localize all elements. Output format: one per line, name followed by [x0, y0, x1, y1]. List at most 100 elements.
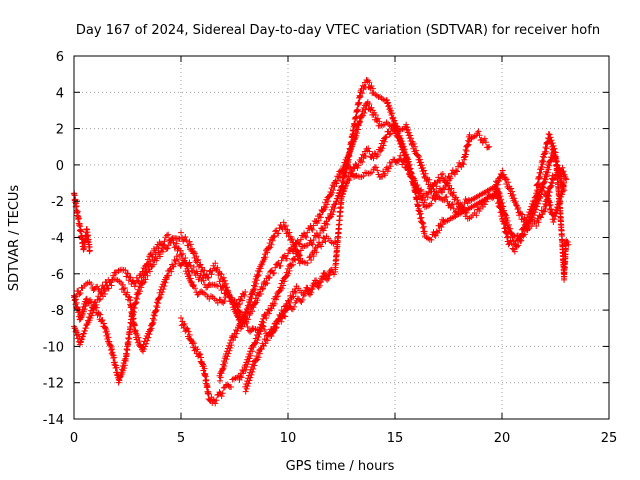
data-point — [296, 252, 303, 259]
data-point — [423, 178, 430, 185]
data-point — [454, 212, 461, 219]
data-point — [317, 230, 324, 237]
data-point — [540, 158, 547, 165]
data-point — [183, 237, 190, 244]
data-point — [419, 219, 426, 226]
data-point — [234, 304, 241, 311]
data-point — [333, 180, 340, 187]
data-point — [89, 309, 96, 316]
data-point — [198, 354, 205, 361]
data-point — [108, 282, 115, 289]
data-point — [121, 365, 128, 372]
data-point — [135, 334, 142, 341]
data-point — [383, 133, 390, 140]
data-point — [536, 173, 543, 180]
data-point — [498, 196, 505, 203]
data-point — [262, 340, 269, 347]
data-point — [289, 235, 296, 242]
data-point — [182, 260, 189, 267]
data-point — [233, 330, 240, 337]
data-point — [281, 313, 288, 320]
data-point — [373, 164, 380, 171]
data-point — [181, 320, 188, 327]
data-point — [523, 219, 530, 226]
data-point — [401, 157, 408, 164]
data-point — [189, 245, 196, 252]
data-point — [125, 293, 132, 300]
data-point — [292, 289, 299, 296]
data-point — [511, 241, 518, 248]
data-point — [417, 210, 424, 217]
data-point — [309, 241, 316, 248]
data-point — [533, 222, 540, 229]
data-point — [476, 132, 483, 139]
data-point — [88, 312, 95, 319]
data-point — [528, 208, 535, 215]
data-point — [86, 247, 93, 254]
data-point — [523, 221, 530, 228]
data-point — [546, 131, 553, 138]
data-point — [160, 286, 167, 293]
data-point — [324, 276, 331, 283]
data-point — [374, 167, 381, 174]
plot-series — [71, 76, 572, 407]
data-point — [144, 272, 151, 279]
data-point — [281, 278, 288, 285]
data-point — [308, 256, 315, 263]
data-point — [500, 171, 507, 178]
data-point — [500, 203, 507, 210]
data-point — [228, 342, 235, 349]
data-point — [140, 280, 147, 287]
data-point — [317, 211, 324, 218]
data-point — [122, 267, 129, 274]
data-point — [182, 234, 189, 241]
data-point — [564, 238, 571, 245]
data-point — [352, 161, 359, 168]
data-point — [157, 253, 164, 260]
data-point — [257, 328, 264, 335]
data-point — [353, 132, 360, 139]
data-point — [151, 316, 158, 323]
data-point — [545, 188, 552, 195]
data-point — [438, 224, 445, 231]
data-point — [238, 323, 245, 330]
series-track-f — [242, 121, 568, 395]
data-point — [248, 371, 255, 378]
data-point — [356, 119, 363, 126]
data-point — [281, 252, 288, 259]
data-point — [105, 285, 112, 292]
data-point — [448, 185, 455, 192]
data-point — [354, 106, 361, 113]
data-point — [186, 272, 193, 279]
data-point — [243, 385, 250, 392]
data-point — [158, 291, 165, 298]
data-point — [143, 269, 150, 276]
data-point — [420, 223, 427, 230]
data-point — [491, 191, 498, 198]
data-point — [192, 250, 199, 257]
data-point — [432, 232, 439, 239]
data-point — [511, 248, 518, 255]
data-point — [264, 280, 271, 287]
data-point — [355, 100, 362, 107]
data-point — [156, 295, 163, 302]
data-point — [295, 240, 302, 247]
data-point — [133, 299, 140, 306]
data-point — [120, 367, 127, 374]
data-point — [146, 326, 153, 333]
data-point — [163, 245, 170, 252]
data-point — [201, 365, 208, 372]
data-point — [187, 275, 194, 282]
data-point — [374, 152, 381, 159]
data-point — [330, 208, 337, 215]
data-point — [235, 322, 242, 329]
data-point — [355, 162, 362, 169]
series-track-b — [71, 219, 339, 386]
data-point — [273, 296, 280, 303]
data-point — [533, 187, 540, 194]
data-point — [197, 261, 204, 268]
data-point — [227, 344, 234, 351]
data-point — [242, 288, 249, 295]
x-tick-label: 20 — [494, 431, 511, 446]
data-point — [288, 262, 295, 269]
